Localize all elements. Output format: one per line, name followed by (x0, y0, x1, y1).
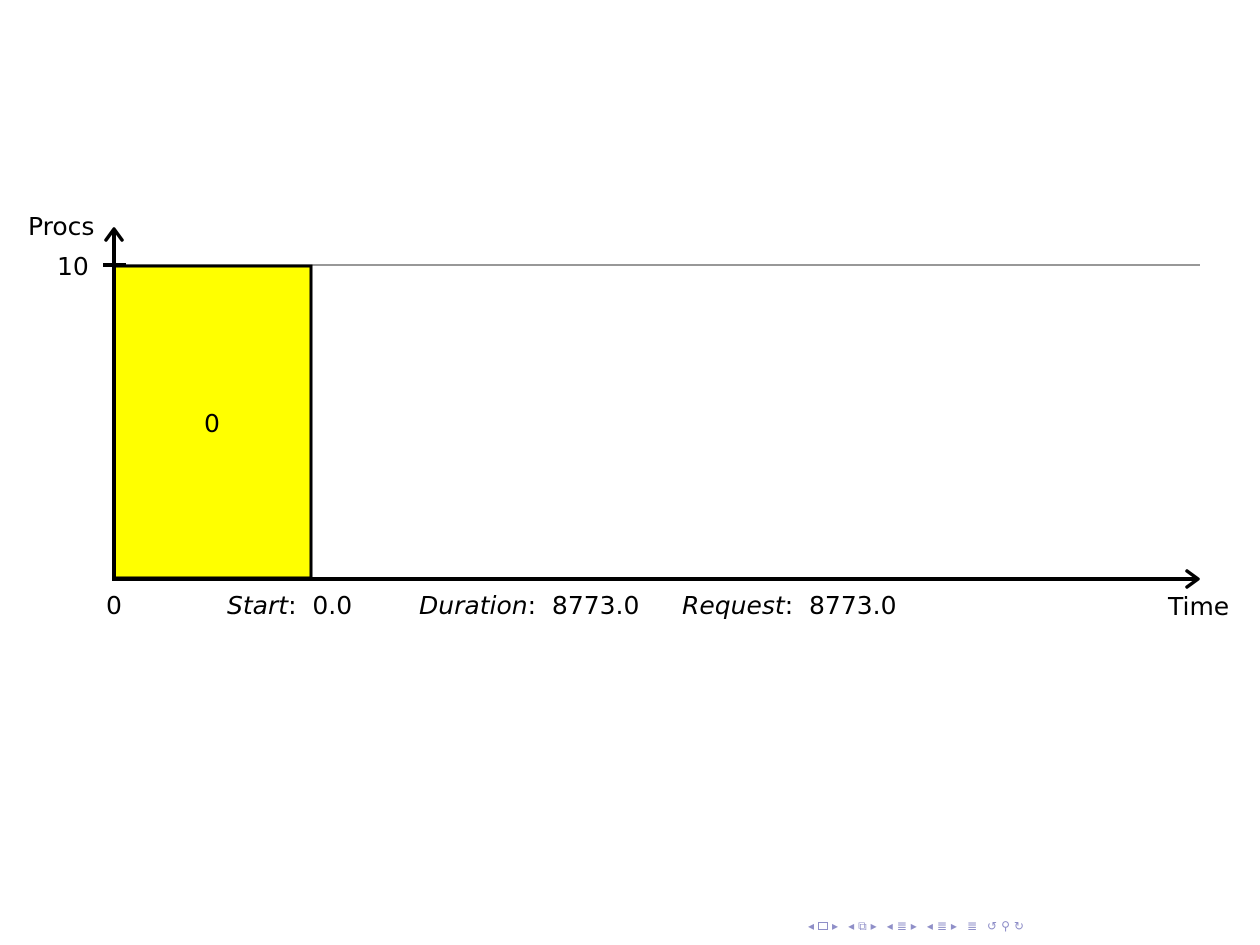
prev-section-icon[interactable]: ◂ (886, 919, 893, 933)
duration-info: Duration: 8773.0 (419, 591, 640, 620)
request-value: 8773.0 (809, 591, 897, 620)
prev-slide-icon[interactable]: ◂ (926, 919, 933, 933)
slide-icon[interactable]: ≣ (936, 919, 947, 933)
subsection-icon[interactable]: ⧉ (858, 919, 867, 933)
prev-frame-icon[interactable]: ◂ (808, 919, 815, 933)
start-value: 0.0 (312, 591, 353, 620)
y-axis-arrow (104, 227, 124, 242)
y-tick-label: 10 (57, 252, 89, 281)
x-axis-arrow (1185, 569, 1200, 589)
x-axis-label: Time (1168, 592, 1230, 621)
x-tick-label: 0 (106, 591, 122, 620)
start-info: Start: 0.0 (227, 591, 353, 620)
forward-icon[interactable]: ↻ (1013, 919, 1024, 933)
frame-icon[interactable] (818, 922, 829, 930)
duration-label: Duration (419, 591, 528, 620)
request-label: Request (682, 591, 785, 620)
next-subsection-icon[interactable]: ▸ (870, 919, 877, 933)
next-slide-icon[interactable]: ▸ (950, 919, 957, 933)
beamer-navigation: ◂ ▸ ◂ ⧉ ▸ ◂ ≣ ▸ ◂ ≣ ▸ ≣ ↺ ⚲ ↻ (808, 916, 1024, 936)
y-axis-label: Procs (28, 212, 95, 241)
duration-value: 8773.0 (551, 591, 640, 620)
request-info: Request: 8773.0 (682, 591, 897, 620)
job-id-label: 0 (204, 409, 220, 438)
prev-subsection-icon[interactable]: ◂ (848, 919, 855, 933)
align-icon[interactable]: ≣ (966, 919, 978, 933)
start-label: Start (227, 591, 289, 620)
back-icon[interactable]: ↺ (987, 919, 998, 933)
section-icon[interactable]: ≣ (896, 919, 907, 933)
search-icon[interactable]: ⚲ (1001, 919, 1010, 933)
next-frame-icon[interactable]: ▸ (832, 919, 839, 933)
next-section-icon[interactable]: ▸ (910, 919, 917, 933)
